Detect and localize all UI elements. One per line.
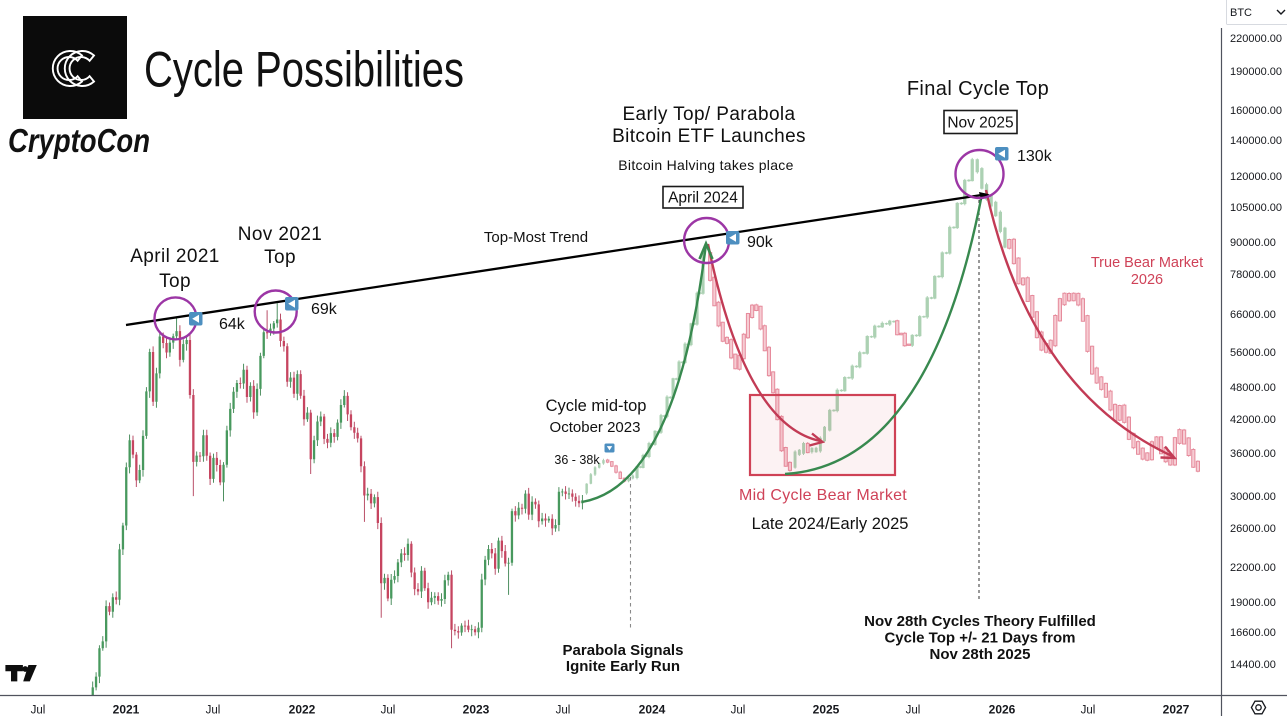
svg-text:Bitcoin ETF Launches: Bitcoin ETF Launches	[612, 126, 806, 147]
svg-text:19000.00: 19000.00	[1230, 597, 1276, 609]
svg-text:Jul: Jul	[731, 705, 746, 716]
svg-text:Jul: Jul	[31, 705, 46, 716]
svg-text:October 2023: October 2023	[550, 419, 641, 436]
svg-text:Late 2024/Early 2025: Late 2024/Early 2025	[752, 515, 909, 533]
svg-text:Nov 2025: Nov 2025	[947, 115, 1013, 132]
svg-text:April 2021: April 2021	[130, 246, 220, 267]
svg-text:190000.00: 190000.00	[1230, 66, 1282, 78]
svg-text:160000.00: 160000.00	[1230, 105, 1282, 117]
svg-text:69k: 69k	[311, 301, 338, 318]
svg-text:Bitcoin Halving takes place: Bitcoin Halving takes place	[618, 157, 793, 173]
svg-text:Jul: Jul	[556, 705, 571, 716]
svg-text:Final Cycle Top: Final Cycle Top	[907, 78, 1049, 100]
svg-text:Jul: Jul	[206, 705, 221, 716]
svg-text:2026: 2026	[1131, 272, 1163, 288]
svg-text:90k: 90k	[747, 234, 774, 251]
svg-text:Parabola Signals: Parabola Signals	[563, 642, 684, 659]
svg-text:56000.00: 56000.00	[1230, 347, 1276, 359]
svg-text:130k: 130k	[1017, 148, 1053, 165]
svg-text:48000.00: 48000.00	[1230, 382, 1276, 394]
svg-text:2022: 2022	[289, 703, 316, 716]
svg-text:2026: 2026	[989, 703, 1016, 716]
svg-text:22000.00: 22000.00	[1230, 562, 1276, 574]
svg-text:14400.00: 14400.00	[1230, 659, 1276, 671]
svg-text:Cycle Top +/- 21 Days from: Cycle Top +/- 21 Days from	[884, 630, 1075, 647]
svg-text:Jul: Jul	[1081, 705, 1096, 716]
svg-text:64k: 64k	[219, 316, 246, 333]
svg-text:Early Top/ Parabola: Early Top/ Parabola	[622, 104, 795, 125]
svg-text:Top: Top	[159, 271, 191, 292]
svg-text:2025: 2025	[813, 703, 840, 716]
svg-text:2021: 2021	[113, 703, 140, 716]
svg-text:42000.00: 42000.00	[1230, 414, 1276, 426]
svg-text:Jul: Jul	[906, 705, 921, 716]
svg-text:2027: 2027	[1163, 703, 1190, 716]
svg-text:220000.00: 220000.00	[1230, 33, 1282, 45]
svg-text:26000.00: 26000.00	[1230, 523, 1276, 535]
svg-text:2023: 2023	[463, 703, 490, 716]
svg-text:105000.00: 105000.00	[1230, 202, 1282, 214]
svg-text:April 2024: April 2024	[668, 190, 738, 207]
svg-text:66000.00: 66000.00	[1230, 309, 1276, 321]
svg-text:Nov 2021: Nov 2021	[238, 224, 323, 245]
svg-text:140000.00: 140000.00	[1230, 135, 1282, 147]
svg-text:BTC: BTC	[1230, 7, 1252, 19]
svg-text:120000.00: 120000.00	[1230, 171, 1282, 183]
svg-text:16600.00: 16600.00	[1230, 627, 1276, 639]
svg-text:30000.00: 30000.00	[1230, 491, 1276, 503]
svg-text:Nov 28th 2025: Nov 28th 2025	[930, 646, 1031, 663]
svg-text:Nov 28th Cycles Theory Fulfill: Nov 28th Cycles Theory Fulfilled	[864, 613, 1096, 630]
svg-text:36000.00: 36000.00	[1230, 448, 1276, 460]
svg-text:Top: Top	[264, 247, 296, 268]
svg-text:2024: 2024	[639, 703, 666, 716]
svg-text:78000.00: 78000.00	[1230, 269, 1276, 281]
svg-text:CryptoCon: CryptoCon	[8, 122, 150, 159]
svg-text:Cycle Possibilities: Cycle Possibilities	[144, 42, 464, 98]
svg-text:Cycle mid-top: Cycle mid-top	[546, 397, 647, 415]
svg-text:Top-Most Trend: Top-Most Trend	[484, 229, 588, 246]
svg-text:Jul: Jul	[381, 705, 396, 716]
svg-text:90000.00: 90000.00	[1230, 237, 1276, 249]
svg-text:Mid Cycle Bear Market: Mid Cycle Bear Market	[739, 487, 907, 504]
svg-text:36 - 38k: 36 - 38k	[554, 453, 600, 467]
svg-text:True Bear Market: True Bear Market	[1091, 255, 1203, 271]
svg-text:Ignite Early Run: Ignite Early Run	[566, 658, 680, 675]
